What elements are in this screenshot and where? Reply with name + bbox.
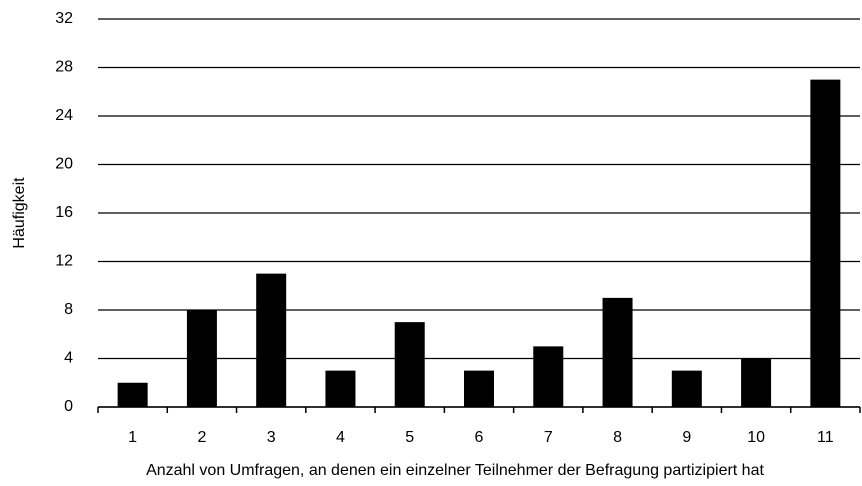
x-tick-label: 11 [817,429,834,446]
x-tick-label: 7 [544,429,553,446]
x-tick-label: 5 [405,429,414,446]
bar [602,297,633,407]
y-tick-label: 4 [64,350,73,367]
x-tick-label: 8 [613,429,622,446]
x-tick-label: 10 [747,429,765,446]
bar [671,370,702,407]
bar [533,346,564,407]
y-tick-label: 20 [55,156,73,173]
y-tick-label: 0 [64,398,73,415]
x-tick-label: 4 [336,429,345,446]
y-tick-label: 32 [55,10,73,27]
bar [464,370,494,407]
y-axis-label: Häufigkeit [11,177,28,249]
x-tick-label: 3 [267,429,276,446]
y-tick-label: 24 [55,107,73,124]
x-tick-label: 6 [475,429,484,446]
y-tick-label: 16 [55,204,73,221]
y-tick-label: 12 [55,253,73,270]
bar [741,358,772,407]
x-tick-label: 2 [197,429,206,446]
bar [810,79,841,407]
x-axis-label: Anzahl von Umfragen, an denen ein einzel… [146,462,764,479]
y-tick-label: 28 [55,59,73,76]
x-tick-label: 9 [682,429,691,446]
y-tick-label: 8 [64,301,73,318]
bar [394,322,425,407]
bar [117,382,148,407]
x-tick-label: 1 [128,429,137,446]
bar [325,370,356,407]
bar [256,273,287,407]
bar [186,310,217,407]
